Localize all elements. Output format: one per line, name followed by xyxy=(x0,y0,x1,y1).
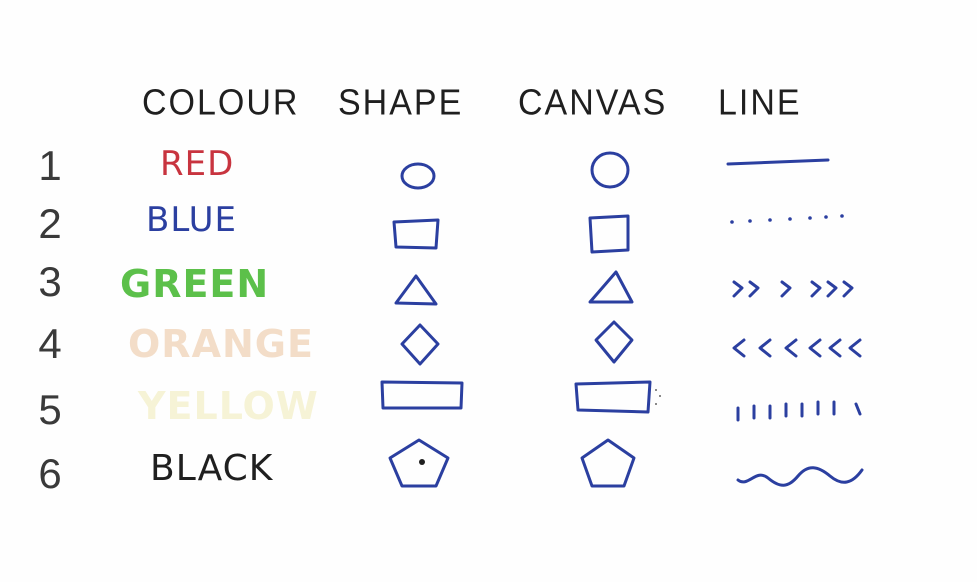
shape-diamond-icon xyxy=(400,323,440,366)
row-number-6: 6 xyxy=(38,450,64,497)
line-right-chevrons-icon xyxy=(732,280,854,298)
canvas-triangle-icon xyxy=(588,270,634,304)
colour-word-red: RED xyxy=(160,144,235,184)
canvas-circle-icon xyxy=(590,151,630,189)
row-number-5: 5 xyxy=(38,386,64,433)
row-number-2: 2 xyxy=(38,200,64,247)
colour-word-yellow: YELLOW xyxy=(138,384,319,428)
canvas-diamond-icon xyxy=(594,320,634,364)
row-number-4: 4 xyxy=(38,320,64,367)
line-vertical-ticks-icon xyxy=(736,400,862,422)
shape-triangle-icon xyxy=(394,274,438,306)
canvas-square-icon xyxy=(588,214,630,254)
header-canvas: CANVAS xyxy=(518,83,668,123)
colour-word-green: GREEN xyxy=(120,262,270,306)
header-colour: COLOUR xyxy=(142,83,300,123)
header-shape: SHAPE xyxy=(338,83,464,123)
ink-speck-decoration xyxy=(655,389,661,405)
row-number-3: 3 xyxy=(38,258,64,305)
header-line: LINE xyxy=(718,83,802,123)
line-wavy-icon xyxy=(736,466,864,487)
canvas-pentagon-icon xyxy=(580,438,636,488)
shape-circle-icon xyxy=(400,162,436,190)
colour-word-black: BLACK xyxy=(150,448,274,489)
line-solid-icon xyxy=(726,158,830,166)
shape-pentagon-icon xyxy=(388,438,450,488)
colour-word-orange: ORANGE xyxy=(128,322,314,366)
line-left-chevrons-icon xyxy=(732,338,862,358)
colour-word-blue: BLUE xyxy=(146,200,237,240)
shape-square-icon xyxy=(392,218,440,250)
canvas-rectangle-icon xyxy=(574,380,652,414)
shape-rectangle-icon xyxy=(380,380,464,410)
row-number-1: 1 xyxy=(38,142,64,189)
line-dotted-icon xyxy=(730,214,844,224)
